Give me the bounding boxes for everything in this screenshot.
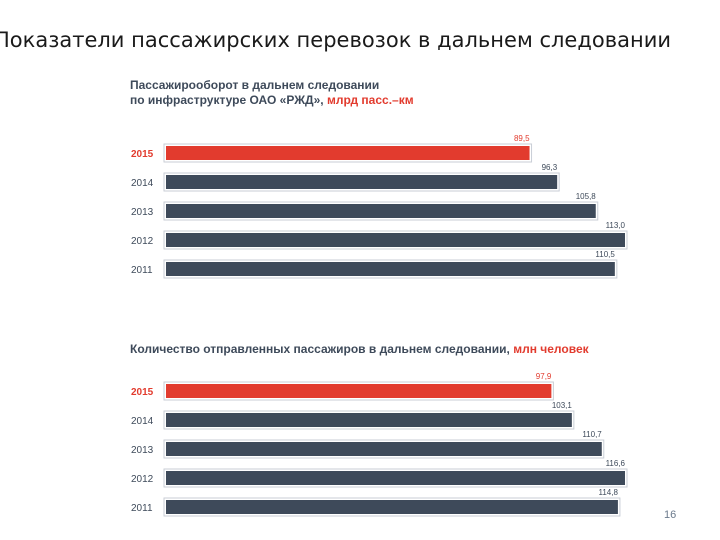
slide-title: Показатели пассажирских перевозок в даль…	[0, 28, 671, 52]
chart-1-category-label-2015: 2015	[131, 149, 154, 160]
chart-1-heading: Пассажирооборот в дальнем следовании по …	[130, 78, 414, 108]
page-number: 16	[664, 509, 677, 521]
chart-1-value-label-2012: 113,0	[606, 221, 626, 230]
chart-1-bar-2012	[166, 233, 625, 247]
chart-2-bar-2012	[166, 471, 625, 485]
chart-1-value-label-2015: 89,5	[514, 134, 530, 143]
chart-2-value-label-2014: 103,1	[552, 401, 573, 410]
chart-2-value-label-2015: 97,9	[536, 372, 552, 381]
chart-2-title-line1: Количество отправленных пассажиров в дал…	[130, 342, 510, 356]
chart-2-bar-2014	[166, 413, 572, 427]
chart-2-bar-2015	[166, 384, 552, 398]
chart-1-category-label-2014: 2014	[131, 178, 154, 189]
chart-1-title-line1: Пассажирооборот в дальнем следовании	[130, 78, 380, 92]
chart-1-bar-2011	[166, 262, 615, 276]
chart-1-bar-2013	[166, 204, 596, 218]
chart-1-title-line2: по инфраструктуре ОАО «РЖД»,	[130, 93, 324, 107]
chart-2-value-label-2013: 110,7	[582, 430, 602, 439]
chart-1-bar-2014	[166, 175, 558, 189]
chart-1-category-label-2013: 2013	[131, 207, 154, 218]
chart-1-value-label-2013: 105,8	[576, 192, 597, 201]
chart-2-bar-2011	[166, 500, 618, 514]
chart-2-category-label-2012: 2012	[131, 474, 154, 485]
chart-2-bar-2013	[166, 442, 602, 456]
chart-1-bar-2015	[166, 146, 530, 160]
chart-2-category-label-2015: 2015	[131, 387, 154, 398]
chart-2-value-label-2011: 114,8	[598, 488, 618, 497]
chart-1-category-label-2012: 2012	[131, 236, 154, 247]
chart-1-category-label-2011: 2011	[131, 265, 153, 276]
chart-2-value-label-2012: 116,6	[606, 459, 626, 468]
chart-2-heading: Количество отправленных пассажиров в дал…	[130, 342, 589, 357]
chart-2-unit: млн человек	[513, 342, 589, 356]
chart-2-category-label-2014: 2014	[131, 416, 154, 427]
chart-1-value-label-2011: 110,5	[595, 250, 615, 259]
chart-2-category-label-2013: 2013	[131, 445, 154, 456]
chart-1-value-label-2014: 96,3	[542, 163, 558, 172]
chart-1-unit: млрд пасс.–км	[326, 93, 414, 107]
chart-2-category-label-2011: 2011	[131, 503, 153, 514]
